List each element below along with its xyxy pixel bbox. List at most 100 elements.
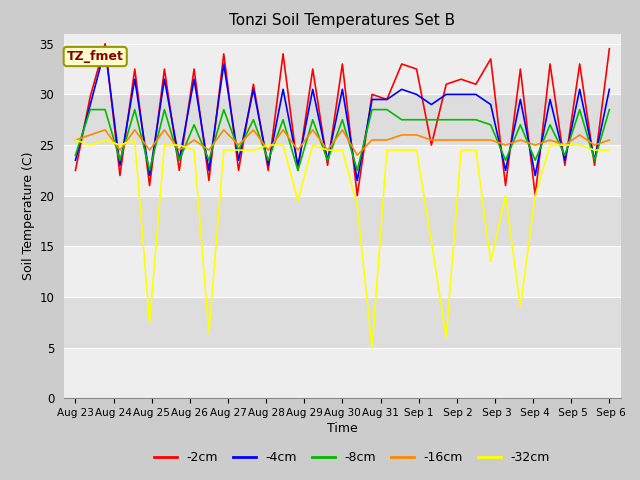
-8cm [294, 168, 301, 173]
-32cm [368, 345, 376, 350]
-4cm [472, 92, 480, 97]
-8cm [487, 122, 495, 128]
-4cm [442, 92, 450, 97]
-16cm [190, 137, 198, 143]
-16cm [428, 137, 435, 143]
-16cm [72, 137, 79, 143]
-8cm [279, 117, 287, 122]
-32cm [605, 147, 613, 153]
-16cm [235, 142, 243, 148]
-4cm [353, 178, 361, 183]
-8cm [146, 168, 154, 173]
-4cm [457, 92, 465, 97]
-4cm [250, 86, 257, 92]
-2cm [161, 66, 168, 72]
-32cm [324, 147, 332, 153]
-2cm [324, 162, 332, 168]
-16cm [175, 147, 183, 153]
-2cm [146, 183, 154, 189]
-4cm [161, 76, 168, 82]
-2cm [235, 168, 243, 173]
-8cm [531, 157, 539, 163]
-32cm [161, 142, 168, 148]
-8cm [383, 107, 391, 112]
-2cm [279, 51, 287, 57]
-8cm [175, 157, 183, 163]
-2cm [591, 162, 598, 168]
-4cm [116, 162, 124, 168]
-8cm [205, 157, 212, 163]
-2cm [86, 94, 94, 99]
-32cm [428, 239, 435, 244]
-8cm [116, 157, 124, 163]
Bar [64, 246, 621, 297]
-4cm [294, 162, 301, 168]
-32cm [457, 147, 465, 153]
-2cm [339, 61, 346, 67]
-16cm [457, 137, 465, 143]
-16cm [324, 147, 332, 153]
-32cm [502, 193, 509, 199]
-8cm [502, 157, 509, 163]
-8cm [591, 157, 598, 163]
-4cm [86, 102, 94, 108]
-8cm [86, 107, 94, 112]
-16cm [472, 137, 480, 143]
-8cm [309, 117, 317, 122]
-16cm [546, 137, 554, 143]
-32cm [487, 259, 495, 264]
-8cm [472, 117, 480, 122]
-2cm [368, 92, 376, 97]
-4cm [131, 76, 139, 82]
-4cm [368, 96, 376, 102]
-32cm [279, 142, 287, 148]
-8cm [368, 107, 376, 112]
-32cm [398, 147, 406, 153]
-16cm [161, 127, 168, 133]
-4cm [531, 173, 539, 179]
-32cm [516, 304, 524, 310]
-32cm [591, 147, 598, 153]
-4cm [398, 86, 406, 92]
-32cm [264, 142, 272, 148]
-2cm [131, 66, 139, 72]
-4cm [279, 86, 287, 92]
Text: TZ_fmet: TZ_fmet [67, 50, 124, 63]
-4cm [72, 157, 79, 163]
-16cm [591, 142, 598, 148]
-4cm [101, 46, 109, 52]
-32cm [531, 193, 539, 199]
-4cm [487, 102, 495, 108]
-16cm [86, 132, 94, 138]
-32cm [146, 320, 154, 325]
-16cm [605, 137, 613, 143]
-2cm [605, 46, 613, 52]
-2cm [516, 66, 524, 72]
-4cm [605, 86, 613, 92]
-16cm [353, 152, 361, 158]
-32cm [294, 198, 301, 204]
-2cm [250, 82, 257, 87]
-16cm [146, 147, 154, 153]
-32cm [442, 335, 450, 340]
-16cm [502, 142, 509, 148]
-8cm [250, 117, 257, 122]
-32cm [101, 137, 109, 143]
-16cm [487, 137, 495, 143]
-32cm [546, 142, 554, 148]
-32cm [235, 147, 243, 153]
-16cm [205, 147, 212, 153]
-32cm [472, 147, 480, 153]
-4cm [502, 168, 509, 173]
-16cm [279, 127, 287, 133]
-16cm [576, 132, 584, 138]
-8cm [101, 107, 109, 112]
-4cm [264, 162, 272, 168]
Bar [64, 297, 621, 348]
-2cm [531, 193, 539, 199]
-4cm [146, 173, 154, 179]
-2cm [383, 96, 391, 102]
-16cm [383, 137, 391, 143]
-16cm [294, 147, 301, 153]
-16cm [116, 147, 124, 153]
